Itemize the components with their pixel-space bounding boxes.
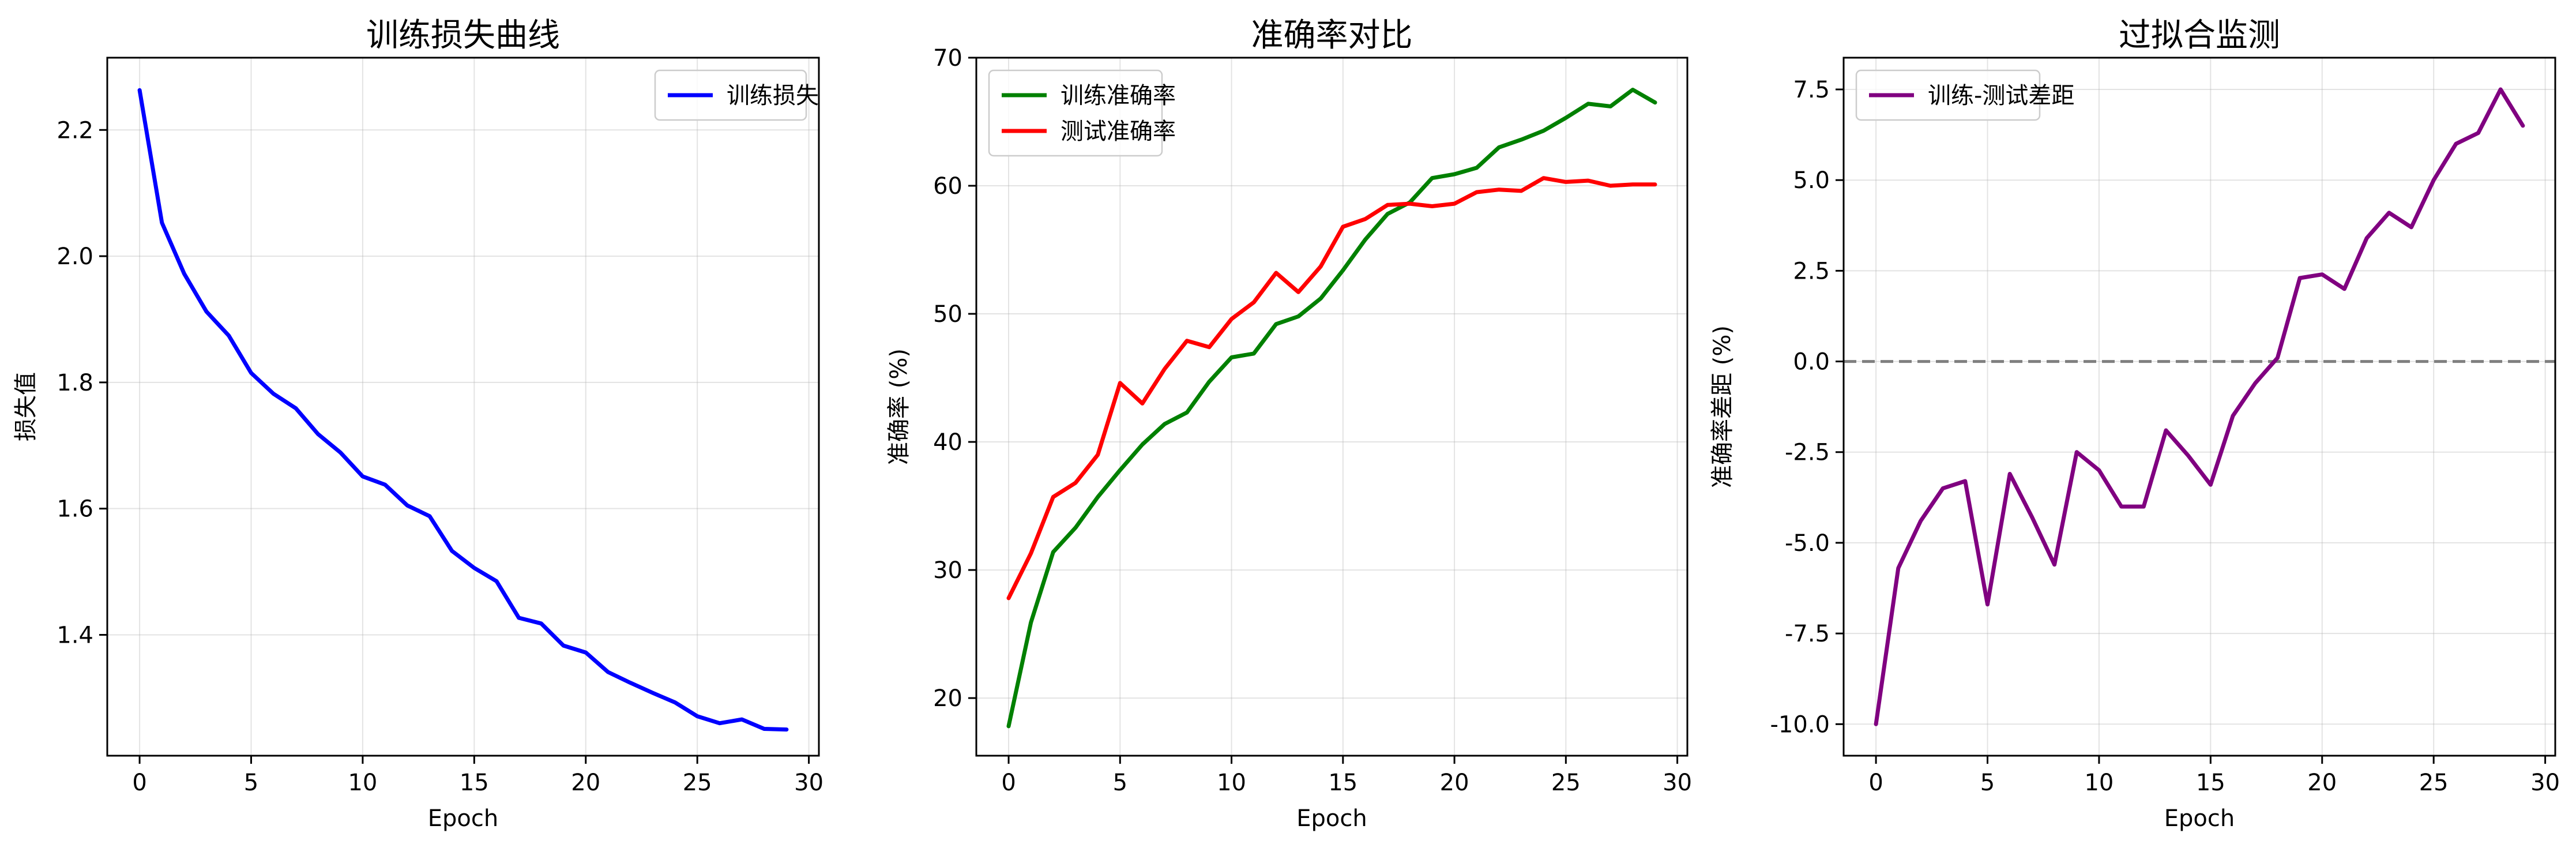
accuracy-x-tick-label: 5 (1113, 770, 1127, 796)
accuracy-x-tick-label: 20 (1440, 770, 1469, 796)
accuracy-legend-box (988, 69, 1163, 157)
overfit-x-tick-label: 10 (2084, 770, 2114, 796)
overfit-series-line-0 (1874, 87, 2525, 726)
accuracy-chart-title: 准确率对比 (1251, 17, 1413, 54)
overfit-x-tick-label: 25 (2419, 770, 2449, 796)
accuracy-y-tick-label: 50 (933, 301, 962, 328)
overfit-x-tick-label: 15 (2196, 770, 2225, 796)
loss-y-tick-label: 2.2 (57, 117, 93, 144)
overfit-y-tick-label: 5.0 (1793, 167, 1830, 194)
accuracy-chart-panel: 0 5 10 15 20 25 30 20 30 40 50 60 70 准确率对比 Epoch 准确率 (%… (886, 17, 1692, 832)
loss-y-axis-label: 损失值 (13, 372, 39, 441)
accuracy-legend-label-1: 测试准确率 (1061, 118, 1176, 145)
loss-legend-box (654, 69, 807, 121)
overfit-y-tick-label: -2.5 (1785, 440, 1830, 466)
overfit-y-tick-label: -7.5 (1785, 621, 1830, 647)
accuracy-y-tick-label: 40 (933, 429, 962, 456)
overfit-y-tick-label: 0.0 (1793, 349, 1830, 376)
overfit-x-tick-label: 5 (1980, 770, 1995, 796)
overfit-grid (1844, 58, 2555, 756)
loss-y-tick-label: 2.0 (57, 243, 93, 270)
loss-y-tick-label: 1.6 (57, 496, 93, 523)
overfit-x-tick-label: 20 (2307, 770, 2337, 796)
overfit-legend-box (1855, 69, 2041, 121)
overfit-x-tick-label: 30 (2530, 770, 2560, 796)
accuracy-x-tick-label: 0 (1001, 770, 1016, 796)
loss-chart-title: 训练损失曲线 (366, 17, 560, 54)
accuracy-y-tick-label: 70 (933, 45, 962, 72)
accuracy-x-tick-label: 15 (1328, 770, 1357, 796)
accuracy-series-line-1 (1006, 176, 1657, 601)
overfit-chart-panel: 0 5 10 15 20 25 30 -10.0 -7.5 -5.0 -2.5 0.0 2.5 5.0 7.… (1709, 17, 2560, 832)
overfit-chart-title: 过拟合监测 (2119, 17, 2280, 54)
accuracy-x-axis-label: Epoch (1296, 805, 1367, 832)
accuracy-series-line-0 (1006, 88, 1657, 729)
accuracy-axes-frame (975, 57, 1688, 757)
accuracy-grid (976, 57, 1687, 756)
loss-x-tick-label: 10 (348, 770, 377, 796)
loss-x-tick-label: 15 (460, 770, 489, 796)
accuracy-y-tick-label: 30 (933, 557, 962, 584)
loss-x-tick-label: 0 (132, 770, 146, 796)
overfit-x-axis-label: Epoch (2164, 805, 2235, 832)
loss-series-line-0 (137, 88, 789, 732)
loss-x-axis-label: Epoch (428, 805, 498, 832)
loss-grid (107, 58, 819, 756)
loss-chart-panel: 0 5 10 15 20 25 30 1.4 1.6 1.8 2.0 2.2 训练损失曲线 Epoch 损失… (13, 17, 823, 832)
loss-y-tick-label: 1.4 (57, 622, 93, 648)
accuracy-legend-label-0: 训练准确率 (1061, 82, 1176, 109)
loss-x-tick-label: 5 (244, 770, 258, 796)
loss-axes-frame (106, 57, 820, 757)
overfit-y-tick-label: -10.0 (1770, 711, 1830, 738)
accuracy-y-tick-label: 20 (933, 685, 962, 712)
accuracy-y-axis-label: 准确率 (%) (886, 348, 912, 465)
overfit-legend-label-0: 训练-测试差距 (1928, 82, 2074, 109)
overfit-x-tick-label: 0 (1868, 770, 1883, 796)
accuracy-y-tick-label: 60 (933, 173, 962, 200)
loss-legend-label-0: 训练损失 (727, 82, 819, 109)
overfit-y-axis-label: 准确率差距 (%) (1709, 325, 1736, 488)
loss-x-tick-label: 30 (794, 770, 823, 796)
overfit-y-tick-label: -5.0 (1785, 530, 1830, 557)
accuracy-x-tick-label: 25 (1551, 770, 1581, 796)
accuracy-x-tick-label: 30 (1663, 770, 1692, 796)
accuracy-x-tick-label: 10 (1217, 770, 1246, 796)
loss-y-tick-label: 1.8 (57, 370, 93, 396)
overfit-y-tick-label: 7.5 (1793, 77, 1830, 103)
loss-legend: 训练损失 (654, 69, 819, 121)
loss-x-tick-label: 25 (683, 770, 712, 796)
overfit-y-tick-label: 2.5 (1793, 258, 1830, 284)
overfit-legend: 训练-测试差距 (1855, 69, 2074, 121)
overfit-axes-frame (1842, 57, 2556, 757)
loss-x-tick-label: 20 (571, 770, 600, 796)
